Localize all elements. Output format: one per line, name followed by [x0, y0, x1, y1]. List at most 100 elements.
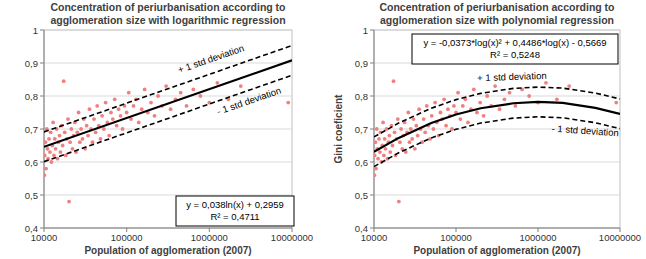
scatter-point: [392, 79, 396, 83]
x-tick-label: 1000000: [520, 232, 557, 243]
grid-line: [374, 162, 620, 163]
y-axis-label: Gini coeficient: [333, 94, 344, 164]
scatter-point: [50, 160, 54, 164]
scatter-point: [544, 81, 548, 85]
scatter-point: [391, 144, 395, 148]
y-tick: [370, 63, 374, 64]
scatter-point: [59, 150, 63, 154]
y-tick: [40, 63, 44, 64]
scatter-point: [383, 137, 387, 141]
scatter-point: [113, 97, 117, 101]
scatter-point: [450, 127, 454, 131]
scatter-point: [384, 147, 388, 151]
scatter-point: [396, 117, 400, 121]
scatter-point: [69, 127, 73, 131]
y-tick: [40, 30, 44, 31]
scatter-point: [388, 150, 392, 154]
annotation: - 1 std deviation: [551, 123, 619, 139]
scatter-point: [377, 137, 381, 141]
scatter-point: [508, 91, 512, 95]
scatter-point: [493, 84, 497, 88]
scatter-point: [378, 150, 382, 154]
scatter-point: [78, 140, 82, 144]
scatter-point: [381, 121, 385, 125]
scatter-point: [408, 140, 412, 144]
equation-box: [176, 196, 294, 226]
scatter-point: [376, 157, 380, 161]
scatter-point: [414, 124, 418, 128]
scatter-point: [503, 97, 507, 101]
scatter-point: [199, 94, 203, 98]
scatter-point: [413, 147, 417, 151]
title-line: Concentration of periurbanisation accord…: [379, 1, 614, 13]
scatter-point: [67, 200, 71, 204]
scatter-point: [387, 134, 391, 138]
y-tick-label: 0,9: [25, 58, 38, 69]
scatter-point: [68, 140, 72, 144]
scatter-point: [104, 101, 108, 105]
scatter-point: [44, 140, 47, 144]
scatter-point: [125, 111, 129, 115]
equation-box: [412, 34, 618, 64]
scatter-point: [88, 107, 92, 111]
scatter-point: [466, 121, 470, 125]
scatter-point: [91, 140, 95, 144]
scatter-point: [431, 127, 435, 131]
scatter-point: [475, 111, 479, 115]
scatter-point: [423, 130, 427, 134]
y-tick-label: 0,5: [355, 190, 368, 201]
grid-line: [44, 63, 292, 64]
scatter-point: [406, 111, 410, 115]
regression-line: [44, 60, 292, 146]
scatter-point: [85, 124, 89, 128]
scatter-point: [179, 91, 183, 95]
y-tick: [370, 96, 374, 97]
scatter-point: [374, 154, 377, 158]
y-axis: [374, 30, 375, 228]
x-axis-label: Population of agglomeration (2007): [84, 245, 251, 256]
y-tick: [370, 129, 374, 130]
scatter-point: [555, 97, 559, 101]
scatter-point: [513, 104, 517, 108]
scatter-point: [409, 127, 413, 131]
marks: [374, 79, 620, 203]
scatter-point: [439, 111, 443, 115]
scatter-point: [71, 147, 75, 151]
scatter-point: [398, 140, 402, 144]
scatter-point: [137, 121, 141, 125]
plot-frame: [374, 30, 620, 228]
scatter-point: [498, 107, 502, 111]
y-tick: [40, 228, 44, 229]
scatter-point: [119, 114, 123, 118]
scatter-point: [382, 154, 386, 158]
scatter-point: [127, 91, 131, 95]
chart-title: Concentration of periurbanisation accord…: [50, 1, 285, 26]
scatter-point: [49, 130, 53, 134]
scatter-point: [485, 94, 489, 98]
title-line: agglomeration size with logarithmic regr…: [50, 14, 285, 26]
y-tick: [40, 129, 44, 130]
scatter-point: [215, 81, 219, 85]
scatter-point: [62, 79, 66, 83]
scatter-point: [614, 101, 618, 105]
scatter-point: [52, 154, 56, 158]
scatter-point: [48, 150, 52, 154]
scatter-point: [446, 107, 450, 111]
y-tick-label: 0,7: [25, 124, 38, 135]
scatter-point: [433, 101, 437, 105]
scatter-point: [239, 84, 243, 88]
regression-line: [374, 102, 620, 152]
scatter-point: [47, 137, 51, 141]
scatter-point: [63, 130, 67, 134]
y-tick: [370, 162, 374, 163]
y-tick: [370, 195, 374, 196]
chart-root: 0,40,50,60,70,80,91100001000001000000100…: [0, 0, 646, 259]
chart-panel: 0,40,50,60,70,80,91100001000001000000100…: [333, 1, 641, 256]
grid-line: [44, 195, 292, 196]
scatter-point: [393, 130, 397, 134]
x-axis: [44, 228, 292, 229]
y-tick-label: 0,8: [355, 91, 368, 102]
scatter-point: [44, 154, 47, 158]
grid-line: [374, 30, 620, 31]
scatter-point: [456, 91, 460, 95]
